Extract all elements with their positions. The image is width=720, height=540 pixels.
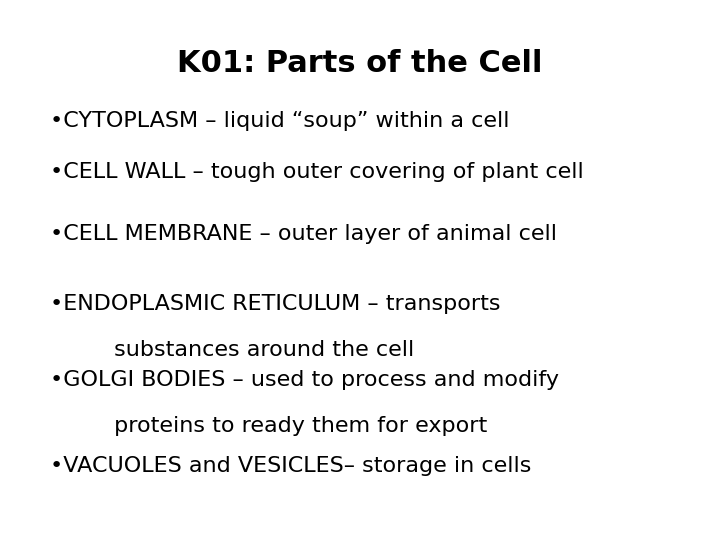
Text: proteins to ready them for export: proteins to ready them for export: [50, 416, 487, 436]
Text: K01: Parts of the Cell: K01: Parts of the Cell: [177, 49, 543, 78]
Text: substances around the cell: substances around the cell: [50, 340, 415, 360]
Text: •ENDOPLASMIC RETICULUM – transports: •ENDOPLASMIC RETICULUM – transports: [50, 294, 501, 314]
Text: •CYTOPLASM – liquid “soup” within a cell: •CYTOPLASM – liquid “soup” within a cell: [50, 111, 510, 131]
Text: •GOLGI BODIES – used to process and modify: •GOLGI BODIES – used to process and modi…: [50, 370, 559, 390]
Text: •CELL WALL – tough outer covering of plant cell: •CELL WALL – tough outer covering of pla…: [50, 162, 584, 182]
Text: •VACUOLES and VESICLES– storage in cells: •VACUOLES and VESICLES– storage in cells: [50, 456, 532, 476]
Text: •CELL MEMBRANE – outer layer of animal cell: •CELL MEMBRANE – outer layer of animal c…: [50, 224, 557, 244]
